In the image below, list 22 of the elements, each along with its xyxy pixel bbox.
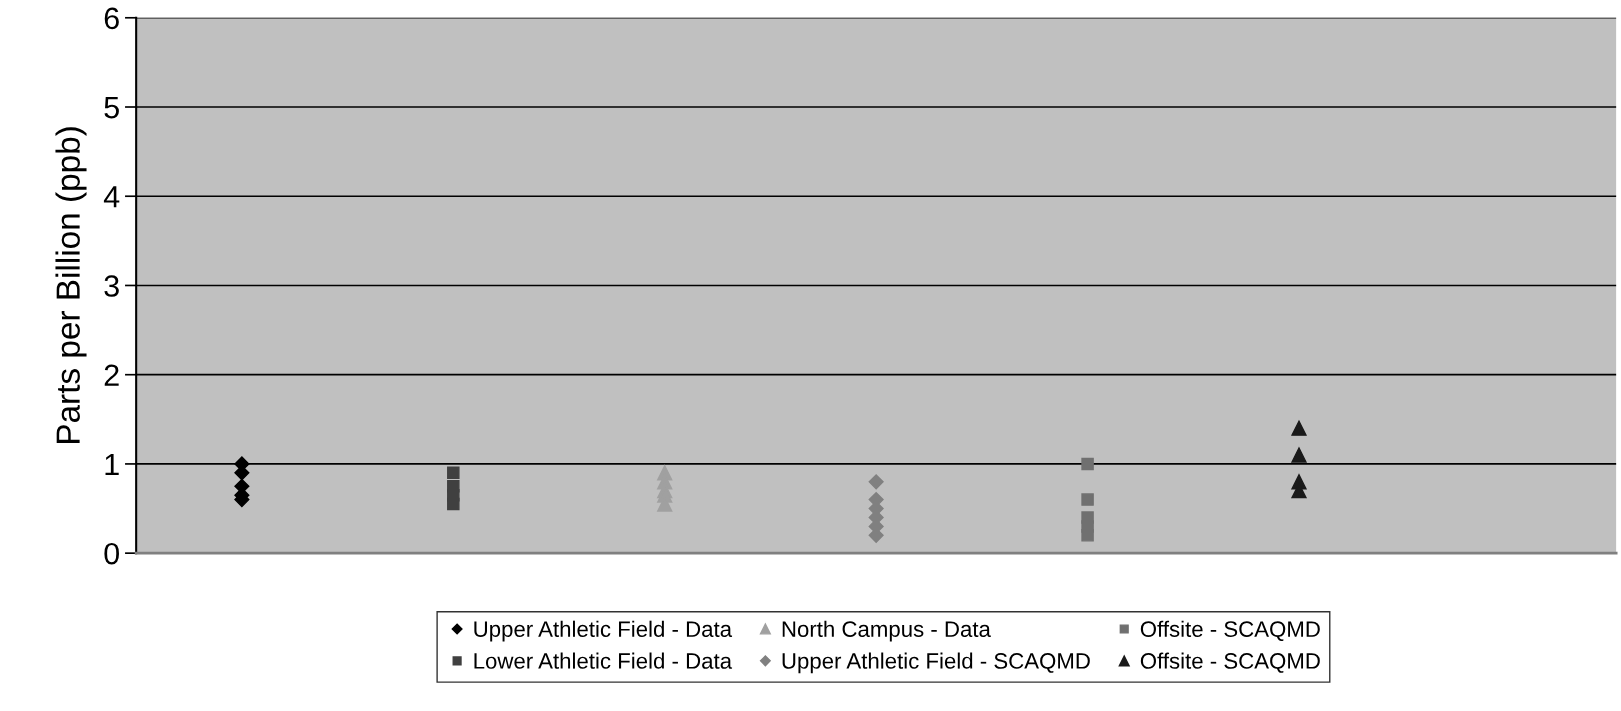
y-tick-label: 0 [104,542,119,565]
legend-label: Upper Athletic Field - SCAQMD [782,652,1090,674]
y-tick-label: 1 [105,453,119,475]
point [1081,529,1094,542]
y-tick-label: 5 [104,97,119,119]
legend-label: Offsite - SCAQMD [1140,652,1320,673]
y-tick-label: 6 [104,7,119,30]
y-axis-title: Parts per Billion (ppb) [55,127,87,443]
legend-label: Upper Athletic Field - Data [474,620,733,642]
y-tick-label: 4 [103,186,120,208]
point [1291,420,1307,436]
point [1291,447,1307,463]
legend-label: Offsite - SCAQMD [1140,620,1320,641]
legend-label: Lower Athletic Field - Data [474,652,733,669]
y-tick-label: 2 [104,364,119,386]
point [447,497,460,511]
point [1081,493,1094,506]
point [868,474,884,490]
y-tick-label: 3 [104,275,119,297]
legend-label: North Campus - Data [782,620,991,642]
point [1081,457,1094,471]
point [447,466,460,480]
